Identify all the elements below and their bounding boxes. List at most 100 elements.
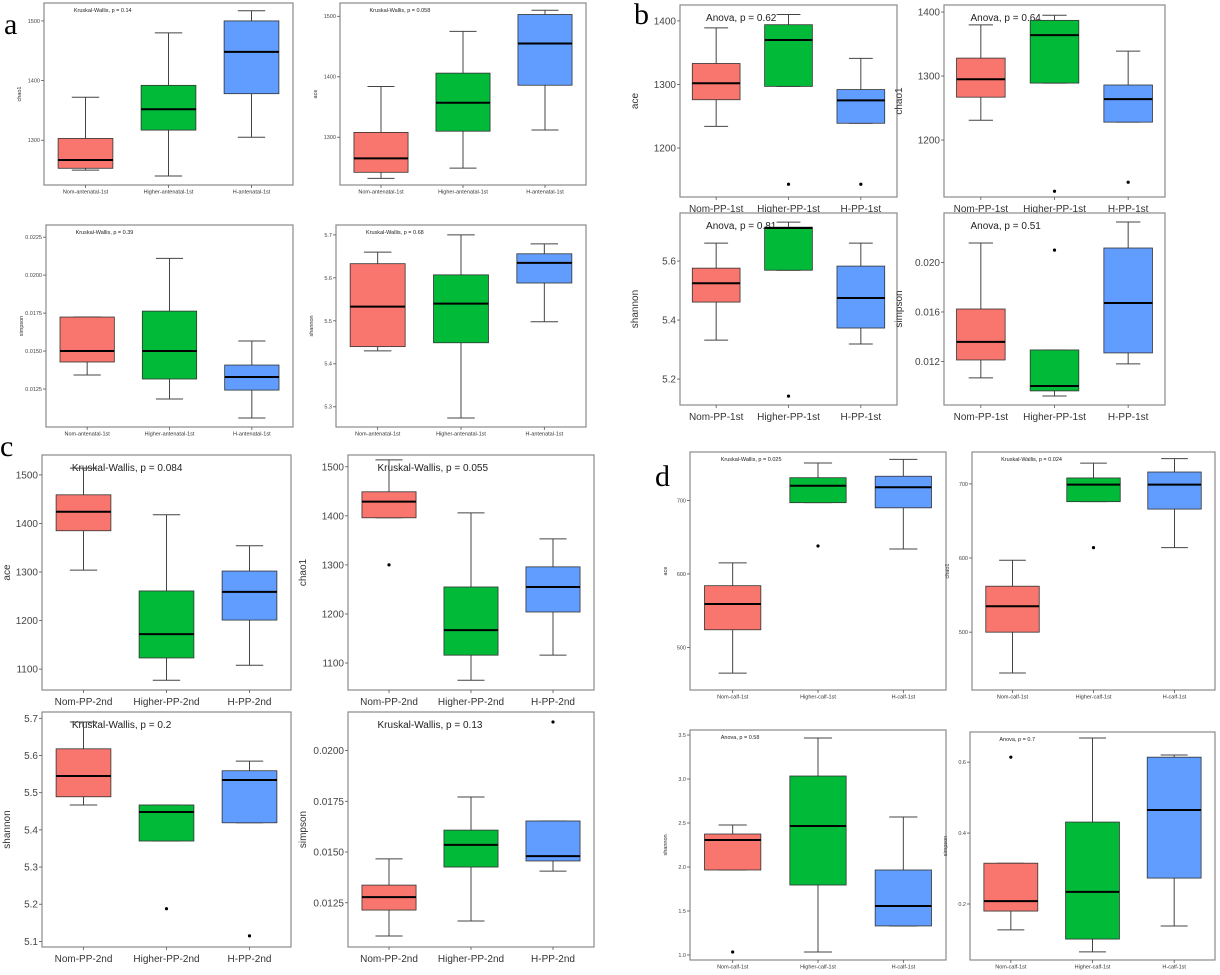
y-axis-label: shannon <box>663 834 669 855</box>
box-Nom-calf-1st <box>704 562 762 674</box>
x-tick-label: Nom-PP-1st <box>689 204 744 215</box>
y-tick-label: 1400 <box>16 519 39 530</box>
plot-title: Anova, p = 0.62 <box>706 13 777 24</box>
x-tick-label: Nom-PP-2nd <box>55 954 113 965</box>
y-tick-label: 5.2 <box>24 900 38 911</box>
outlier-point <box>551 720 555 724</box>
box-Higher-antenatal-1st <box>140 32 197 177</box>
outlier-point <box>816 544 820 548</box>
iqr-box <box>525 566 581 613</box>
y-tick-label: 0.0175 <box>313 797 344 808</box>
boxplot-b-chao1: Anova, p = 0.64 chao1 1200 1300 1400 Nom-PP-1… <box>894 4 1166 215</box>
y-tick-label: 500 <box>959 630 968 636</box>
y-tick-label: 600 <box>959 556 968 562</box>
y-axis-label: ace <box>630 93 641 110</box>
y-axis-label: simpson <box>894 290 905 327</box>
y-tick-label: 0.016 <box>915 307 940 318</box>
boxplot-a-ace: Kruskal-Wallis, p = 0.058 ace 1300 1400 1500… <box>313 2 587 195</box>
y-tick-label: 1200 <box>322 609 345 620</box>
box-H-PP-2nd <box>221 545 278 666</box>
outlier-point <box>859 182 863 186</box>
box-H-calf-1st <box>874 458 932 550</box>
y-tick-label: 0.020 <box>915 258 940 269</box>
box-Higher-PP-1st <box>764 14 813 186</box>
box-Nom-PP-1st <box>691 242 741 341</box>
iqr-box <box>691 267 741 303</box>
y-tick-label: 500 <box>677 645 686 651</box>
x-tick-label: Nom-calf-1st <box>995 964 1027 970</box>
x-tick-label: Nom-antenatal-1st <box>63 189 109 195</box>
y-tick-label: 2.0 <box>678 865 686 871</box>
plot-title: Kruskal-Wallis, p = 0.055 <box>378 463 489 474</box>
box-H-PP-1st <box>1103 221 1153 365</box>
y-tick-label: 0.0225 <box>25 235 42 241</box>
y-tick-label: 1.0 <box>678 953 686 959</box>
boxplot-d-simpson: Anova, p = 0.7 simpson 0.2 0.4 0.6 Nom-calf-1… <box>943 731 1216 970</box>
box-Higher-calf-1st <box>1066 462 1121 550</box>
y-axis-label: shannon <box>2 810 13 848</box>
box-Higher-PP-2nd <box>443 512 499 681</box>
y-tick-label: 5.2 <box>662 375 676 386</box>
box-Nom-PP-2nd <box>55 467 112 571</box>
x-tick-label: Higher-PP-1st <box>1023 204 1086 215</box>
plot-title: Kruskal-Wallis, p = 0.084 <box>72 463 183 474</box>
iqr-box <box>956 308 1006 361</box>
iqr-box <box>1103 247 1153 354</box>
box-Nom-PP-1st <box>691 27 741 127</box>
y-axis-label: chao1 <box>945 564 951 579</box>
plot-title: Kruskal-Wallis, p = 0.39 <box>76 230 134 236</box>
x-tick-label: Higher-antenatal-1st <box>438 189 488 195</box>
plot-title: Kruskal-Wallis, p = 0.14 <box>74 8 132 14</box>
iqr-box <box>223 20 280 95</box>
box-Higher-antenatal-1st <box>141 257 198 400</box>
box-H-antenatal-1st <box>517 9 573 131</box>
y-axis-label: ace <box>2 564 13 581</box>
y-tick-label: 1300 <box>918 72 941 83</box>
box-H-PP-2nd <box>525 720 581 872</box>
y-tick-label: 1300 <box>324 135 336 141</box>
box-H-antenatal-1st <box>224 340 280 419</box>
y-tick-label: 0.012 <box>915 357 940 368</box>
y-axis-label: simpson <box>19 316 25 336</box>
iqr-box <box>704 585 762 631</box>
boxplot-b-ace: Anova, p = 0.62 ace 1200 1300 1400 Nom-PP-1st… <box>630 4 898 215</box>
y-tick-label: 5.4 <box>324 362 332 368</box>
box-Higher-PP-1st <box>764 221 813 398</box>
box-Higher-PP-1st <box>1029 14 1080 193</box>
iqr-box <box>361 491 417 519</box>
box-Higher-PP-2nd <box>138 514 195 681</box>
box-H-PP-1st <box>836 57 886 186</box>
plot-title: Kruskal-Wallis, p = 0.13 <box>378 720 483 731</box>
outlier-point <box>786 182 791 186</box>
y-tick-label: 5.7 <box>324 233 332 239</box>
x-tick-label: H-calf-1st <box>1163 694 1187 700</box>
y-tick-label: 5.3 <box>24 863 38 874</box>
box-Higher-PP-1st <box>1029 248 1080 397</box>
y-tick-label: 5.5 <box>24 788 38 799</box>
plot-title: Anova, p = 0.51 <box>971 221 1042 232</box>
plot-title: Kruskal-Wallis, p = 0.058 <box>370 8 431 14</box>
x-tick-label: Nom-calf-1st <box>717 694 749 700</box>
y-tick-label: 1400 <box>654 16 677 27</box>
outlier-point <box>1052 189 1057 193</box>
box-H-calf-1st <box>1147 458 1202 549</box>
y-axis-label: ace <box>663 567 669 576</box>
plot-title: Anova, p = 0.64 <box>971 13 1042 24</box>
y-tick-label: 1400 <box>28 78 40 84</box>
y-tick-label: 1500 <box>16 470 39 481</box>
y-tick-label: 5.6 <box>24 751 38 762</box>
iqr-box <box>764 226 813 271</box>
y-tick-label: 1500 <box>324 14 336 20</box>
y-tick-label: 1200 <box>918 136 941 147</box>
box-H-antenatal-1st <box>516 243 573 323</box>
x-tick-label: Nom-antenatal-1st <box>65 431 111 437</box>
y-tick-label: 1300 <box>322 560 345 571</box>
x-tick-label: Nom-calf-1st <box>997 694 1029 700</box>
y-tick-label: 0.0150 <box>313 848 344 859</box>
box-Higher-calf-1st <box>1065 737 1120 953</box>
x-tick-label: Higher-calf-1st <box>800 964 836 970</box>
y-tick-label: 1500 <box>28 19 40 25</box>
iqr-box <box>517 14 573 86</box>
iqr-box <box>985 585 1040 633</box>
x-tick-label: H-calf-1st <box>892 694 916 700</box>
